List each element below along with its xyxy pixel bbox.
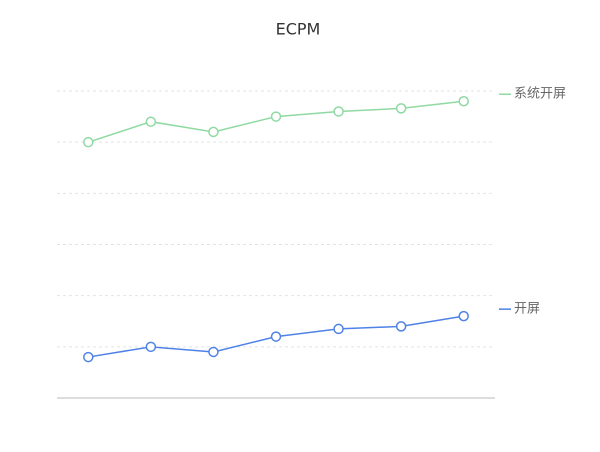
point bbox=[145, 116, 157, 127]
point bbox=[83, 351, 94, 363]
point bbox=[395, 103, 407, 114]
point bbox=[333, 106, 344, 117]
point bbox=[270, 111, 282, 122]
point bbox=[208, 346, 219, 358]
point bbox=[270, 331, 282, 342]
point bbox=[458, 95, 469, 107]
point bbox=[333, 323, 344, 335]
point bbox=[145, 341, 157, 353]
chart-title: ECPM bbox=[276, 20, 321, 39]
point bbox=[83, 136, 94, 148]
point bbox=[208, 126, 219, 138]
legend-label: 系统开屏 bbox=[514, 87, 566, 102]
legend-label: 开屏 bbox=[514, 302, 540, 317]
point bbox=[458, 310, 469, 322]
point bbox=[395, 321, 407, 332]
